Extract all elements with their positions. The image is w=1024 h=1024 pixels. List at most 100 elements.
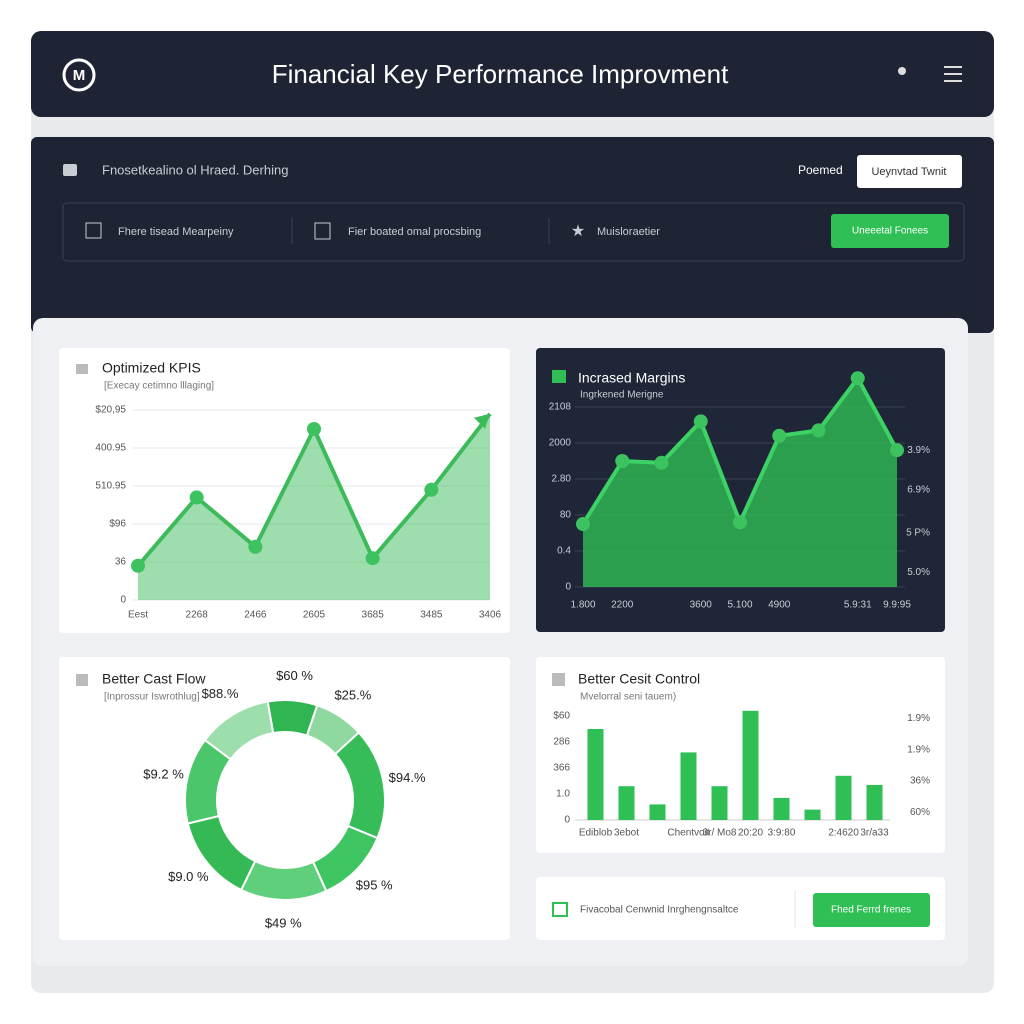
point [189, 490, 204, 505]
bar [711, 786, 728, 820]
filter[interactable]: Fhere tisead Mearpeiny [118, 226, 234, 238]
tick-label: 80 [560, 510, 572, 521]
donut-segment [203, 700, 275, 761]
card-subtitle: [Inprossur Iswrothlug] [104, 692, 200, 703]
tick-label: 0 [565, 582, 571, 593]
tick-label: 1.0 [556, 789, 570, 800]
bar [866, 784, 883, 820]
x-tick-label: Chentvoit [667, 828, 709, 839]
filter-button[interactable] [831, 214, 949, 248]
point [307, 422, 321, 436]
card-icon [76, 364, 88, 374]
tick-label: 400.95 [95, 443, 126, 454]
filter[interactable]: Muisloraetier [597, 226, 660, 238]
breadcrumb: Fnosetkealino ol Hraed. Derhing [102, 162, 288, 177]
x-tick-label: 5.100 [727, 600, 752, 611]
point [850, 371, 865, 386]
bar [742, 710, 759, 820]
filter-icon [314, 222, 331, 240]
segment-label: $60 % [276, 668, 313, 683]
tick-label: 2000 [549, 438, 572, 449]
segment-label: $94.% [389, 770, 426, 785]
x-tick-label: 9.9:95 [883, 600, 911, 611]
point [733, 515, 747, 530]
point [424, 482, 439, 497]
segment-label: $95 % [356, 878, 393, 893]
filter-bar [62, 202, 965, 262]
tick-label: 5.0% [907, 567, 930, 578]
tick-label: 36 [115, 557, 127, 568]
card-title: Better Cesit Control [578, 671, 700, 687]
bar [804, 809, 821, 820]
footer-button[interactable] [813, 893, 930, 927]
tick-label: 6.9% [907, 484, 930, 495]
x-tick-label: Ediblob [579, 828, 613, 839]
tick-label: 2.80 [552, 474, 572, 485]
x-tick-label: 1.800 [570, 600, 595, 611]
tick-label: 3.9% [907, 445, 930, 456]
segment-label: $9.0 % [168, 869, 209, 884]
filter[interactable]: Fier boated omal procsbing [348, 226, 481, 238]
tick-label: 60% [910, 807, 930, 818]
tick-label: 1.9% [907, 744, 930, 755]
header-bar [31, 31, 994, 117]
card-subtitle: [Execay cetimno lllaging] [104, 381, 214, 392]
point [890, 443, 904, 458]
segment-label: $49 % [265, 915, 302, 930]
x-tick-label: 2268 [186, 610, 209, 621]
point [772, 428, 787, 443]
area [138, 413, 490, 600]
menu-icon[interactable] [944, 66, 962, 82]
tick-label: 0 [120, 595, 126, 606]
logo [62, 58, 96, 92]
star-icon: ★ [571, 223, 585, 240]
x-tick-label: 3600 [690, 600, 713, 611]
bar [649, 804, 666, 820]
point [576, 517, 590, 531]
filter-button-label: Uneeetal Fonees [852, 226, 928, 237]
arrow-head [474, 413, 490, 429]
tick-label: $60 [553, 711, 570, 722]
tick-label: 5 P% [906, 528, 930, 539]
segment-label: $88.% [202, 686, 239, 701]
bar [835, 775, 852, 820]
bar [680, 752, 697, 820]
x-tick-label: 3ebot [614, 828, 639, 839]
bar [618, 786, 635, 820]
x-tick-label: 3:9:80 [768, 828, 796, 839]
x-tick-label: 2:4620 [828, 828, 859, 839]
toolbar [31, 137, 994, 333]
point [811, 423, 826, 438]
point [365, 551, 380, 566]
tick-label: 2108 [549, 402, 572, 413]
x-tick-label: 3485 [420, 610, 443, 621]
toolbar-button-label: Ueynvtad Twnit [871, 166, 946, 178]
toolbar-link[interactable]: Poemed [798, 163, 843, 177]
toolbar-button[interactable] [857, 155, 962, 188]
card-subtitle: Mvelorral seni tauem) [580, 692, 676, 703]
point [693, 414, 708, 429]
card-title: Incrased Margins [578, 370, 685, 386]
x-tick-label: 3r/ Mo8 [703, 828, 737, 839]
toolbar-icon [63, 164, 77, 176]
tick-label: $20,95 [95, 405, 126, 416]
tick-label: 366 [553, 763, 570, 774]
segment-label: $25.% [334, 688, 371, 703]
x-tick-label: 4900 [768, 600, 791, 611]
card-title: Optimized KPIS [102, 360, 201, 376]
tick-label: $96 [109, 519, 126, 530]
x-tick-label: 20:20 [738, 828, 763, 839]
logo-letter: M [73, 67, 86, 84]
x-tick-label: 2466 [244, 610, 267, 621]
tick-label: 510.95 [95, 481, 126, 492]
search-icon[interactable] [898, 67, 906, 75]
bar [773, 797, 790, 820]
x-tick-label: 3685 [362, 610, 385, 621]
tick-label: 0 [564, 815, 570, 826]
point [654, 455, 669, 470]
bar [587, 729, 604, 820]
footer-button-label: Fhed Ferrd frenes [831, 905, 911, 916]
point [131, 558, 145, 573]
